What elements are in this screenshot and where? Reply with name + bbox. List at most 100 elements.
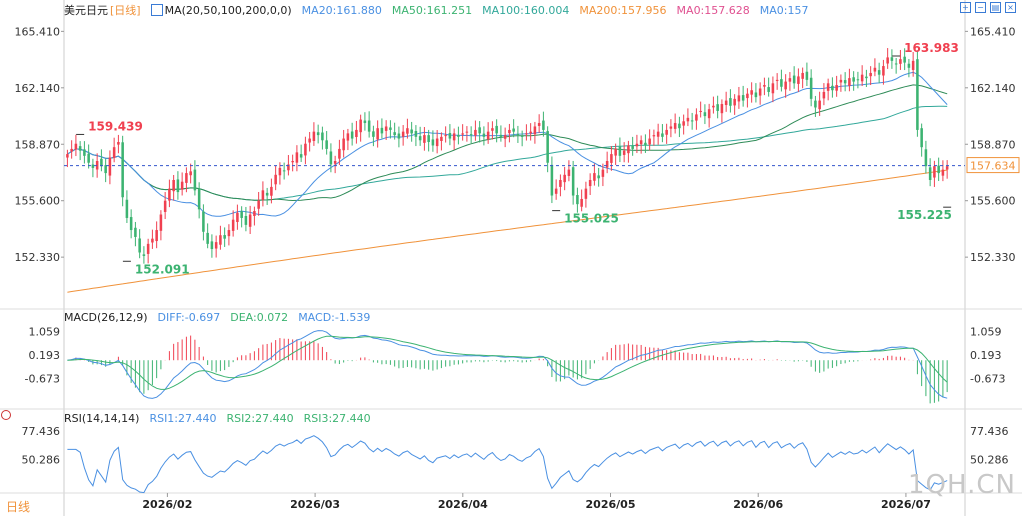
- date-tick: 2026/03: [290, 498, 340, 511]
- candle-body: [933, 166, 936, 178]
- candle-body: [724, 100, 728, 106]
- candle-body: [491, 128, 494, 131]
- macd-dea: DEA:0.072: [230, 310, 289, 324]
- candle-body: [890, 57, 894, 61]
- candle-body: [907, 63, 911, 68]
- toolbar: + − ▤ ×: [960, 2, 1016, 13]
- candle-body: [537, 123, 541, 126]
- candle-body: [359, 119, 362, 133]
- candle-body: [287, 164, 290, 171]
- candle-body: [482, 133, 486, 137]
- candle-body: [903, 56, 906, 63]
- macd-tick-right: -0.673: [970, 373, 1005, 386]
- candle-body: [848, 78, 851, 86]
- candle-body: [474, 129, 477, 136]
- candle-body: [168, 188, 171, 201]
- candle-body: [193, 169, 197, 191]
- candle-body: [355, 129, 358, 138]
- candle-body: [146, 243, 150, 254]
- candle-body: [423, 135, 426, 143]
- indicator-icon[interactable]: [150, 4, 163, 16]
- candle-body: [882, 66, 885, 76]
- candle-body: [134, 227, 137, 237]
- candle-body: [758, 88, 762, 96]
- rsi-tick-right: 77.436: [970, 425, 1009, 438]
- candle-body: [308, 138, 311, 143]
- candle-body: [656, 131, 660, 137]
- macd-tick-right: 1.059: [970, 325, 1002, 338]
- candle-body: [389, 127, 392, 130]
- period-footer[interactable]: 日线: [6, 500, 31, 514]
- close-icon[interactable]: ×: [1005, 2, 1016, 13]
- candle-body: [767, 87, 770, 92]
- candle-body: [797, 76, 800, 84]
- macd-tick-left: 0.193: [29, 349, 61, 362]
- price-tick-left: 165.410: [15, 25, 61, 38]
- candle-body: [265, 192, 269, 196]
- candle-body: [508, 129, 511, 134]
- candle-body: [554, 188, 558, 194]
- macd-dea-line: [67, 335, 948, 390]
- ma50-value: MA50:161.251: [391, 3, 473, 17]
- macd-label: MACD(26,12,9): [64, 310, 148, 324]
- candle-body: [614, 148, 617, 156]
- candle-body: [805, 71, 809, 80]
- candle-body: [418, 136, 422, 141]
- zoom-in-icon[interactable]: +: [960, 2, 971, 13]
- candle-body: [529, 131, 532, 134]
- candle-body: [665, 129, 668, 135]
- candle-body: [499, 134, 503, 137]
- candle-body: [244, 216, 248, 225]
- ma20-line: [67, 71, 948, 217]
- candle-body: [219, 235, 222, 245]
- layout-icon[interactable]: ▤: [990, 2, 1001, 13]
- candle-body: [873, 67, 877, 72]
- macd-tick-left: 1.059: [29, 325, 61, 338]
- candle-body: [886, 57, 889, 64]
- macd-tick-left: -0.673: [25, 373, 60, 386]
- settings-icon[interactable]: [1, 410, 11, 420]
- candle-body: [618, 146, 622, 156]
- macd-value: MACD:-1.539: [298, 310, 371, 324]
- candle-body: [74, 143, 78, 150]
- date-tick: 2026/07: [881, 498, 931, 511]
- candle-body: [70, 148, 73, 152]
- candle-body: [427, 135, 430, 143]
- candle-body: [576, 195, 579, 205]
- rsi-label: RSI(14,14,14): [64, 411, 140, 425]
- candle-body: [295, 152, 299, 163]
- candle-body: [185, 173, 188, 183]
- candle-body: [83, 149, 86, 156]
- candle-body: [406, 128, 409, 134]
- last-price-label: 157.634: [970, 160, 1016, 173]
- candle-body: [894, 63, 898, 65]
- candle-body: [780, 79, 783, 87]
- candle-body: [826, 83, 830, 91]
- macd-tick-right: 0.193: [970, 349, 1002, 362]
- candle-body: [142, 254, 146, 256]
- price-tick-left: 155.600: [15, 195, 61, 208]
- ma0b-value: MA0:157: [759, 3, 809, 17]
- candle-body: [100, 158, 103, 167]
- rsi3-value: RSI3:27.440: [303, 411, 371, 425]
- candle-body: [329, 151, 333, 165]
- price-tick-right: 155.600: [970, 195, 1016, 208]
- candle-body: [580, 198, 583, 207]
- candle-body: [835, 85, 838, 91]
- candle-body: [839, 79, 843, 83]
- candle-body: [338, 148, 341, 159]
- candle-body: [257, 200, 260, 209]
- rsi2-value: RSI2:27.440: [226, 411, 294, 425]
- candle-body: [189, 171, 192, 176]
- candle-body: [856, 79, 860, 81]
- extreme-label: 155.025: [564, 212, 619, 226]
- candle-body: [673, 123, 677, 129]
- candle-body: [669, 126, 673, 129]
- rsi-tick-left: 77.436: [22, 425, 61, 438]
- period-label[interactable]: [日线]: [110, 4, 141, 17]
- candle-body: [916, 59, 919, 130]
- extreme-label: 152.091: [135, 262, 190, 276]
- candle-body: [393, 132, 396, 136]
- ma200-line: [67, 169, 948, 293]
- zoom-out-icon[interactable]: −: [975, 2, 986, 13]
